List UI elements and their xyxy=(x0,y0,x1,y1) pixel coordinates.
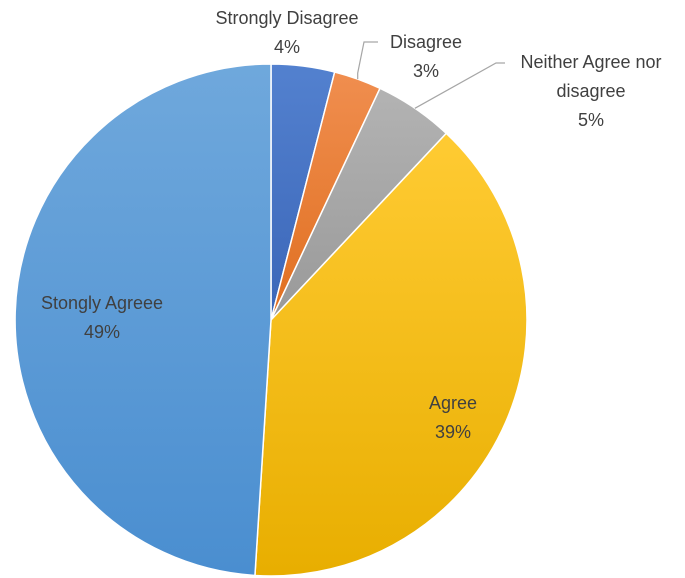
leader-line-neither xyxy=(414,62,505,109)
label-disagree: Disagree xyxy=(390,32,462,52)
pie-slices xyxy=(14,63,528,577)
value-strongly-agree: 49% xyxy=(84,322,120,342)
label-neither-line1: Neither Agree nor xyxy=(520,52,661,72)
value-disagree: 3% xyxy=(413,61,439,81)
label-strongly-disagree: Strongly Disagree xyxy=(215,8,358,28)
value-agree: 39% xyxy=(435,422,471,442)
slice-agree xyxy=(254,132,528,577)
label-neither-line2: disagree xyxy=(556,81,625,101)
slice-strongly-agree xyxy=(14,63,272,577)
value-strongly-disagree: 4% xyxy=(274,37,300,57)
value-neither: 5% xyxy=(578,110,604,130)
label-strongly-agree: Stongly Agreee xyxy=(41,293,163,313)
leader-lines xyxy=(357,41,505,109)
leader-line-disagree xyxy=(357,41,378,80)
label-agree: Agree xyxy=(429,393,477,413)
